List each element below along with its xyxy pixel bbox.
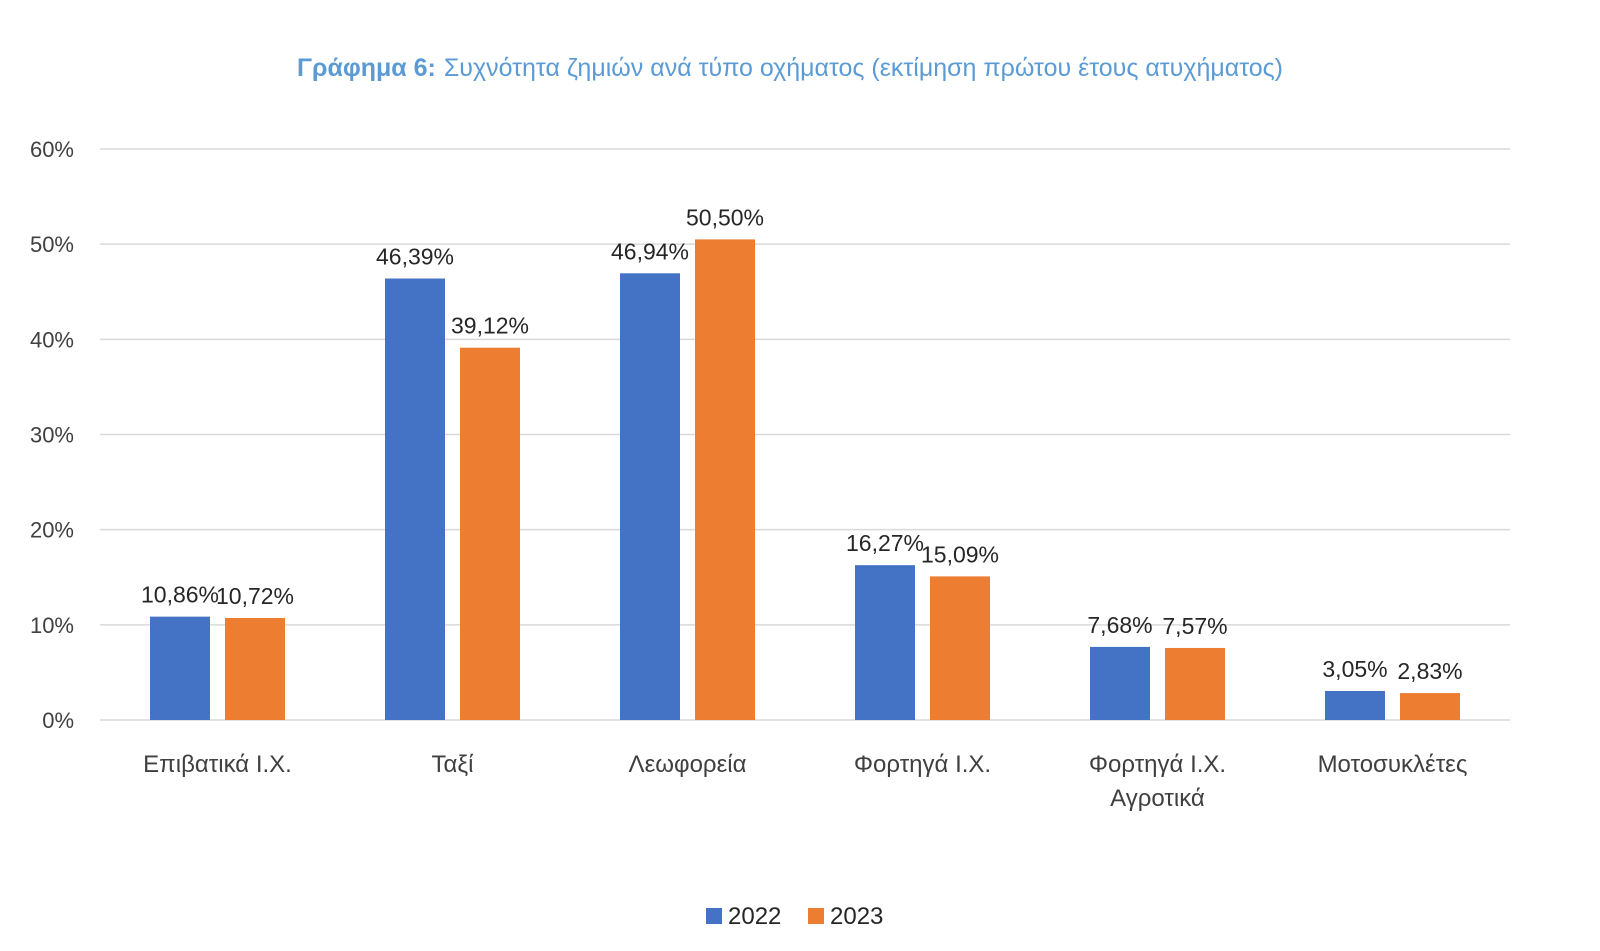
- data-label-2023-3: 15,09%: [921, 541, 999, 567]
- bar-2022-2: [620, 273, 680, 720]
- category-label: Φορτηγά Ι.Χ.: [854, 751, 991, 778]
- data-label-2023-4: 7,57%: [1162, 613, 1227, 639]
- bar-2023-1: [460, 347, 520, 720]
- category-label: Μοτοσυκλέτες: [1318, 751, 1468, 778]
- y-tick-label: 30%: [30, 423, 74, 448]
- y-tick-label: 20%: [30, 518, 74, 543]
- bar-2022-1: [385, 278, 445, 720]
- chart-title-text: Συχνότητα ζημιών ανά τύπο οχήματος (εκτί…: [444, 54, 1283, 82]
- data-label-2023-1: 39,12%: [451, 313, 529, 339]
- bar-2023-2: [695, 239, 755, 721]
- legend-label-2022: 2022: [728, 903, 781, 930]
- data-label-2022-2: 46,94%: [611, 238, 689, 264]
- bar-2023-4: [1165, 647, 1225, 720]
- bars: [150, 239, 1460, 721]
- bar-2023-3: [930, 576, 990, 720]
- category-label: Λεωφορεία: [629, 751, 747, 778]
- data-label-2022-0: 10,86%: [141, 582, 219, 608]
- data-label-2022-4: 7,68%: [1087, 612, 1152, 638]
- data-label-2022-3: 16,27%: [846, 530, 924, 556]
- category-label: Επιβατικά Ι.Χ.: [143, 751, 292, 778]
- chart-title-prefix: Γράφημα 6:: [297, 54, 436, 82]
- bar-2022-4: [1090, 646, 1150, 720]
- chart-title: Γράφημα 6: Συχνότητα ζημιών ανά τύπο οχήμ…: [297, 54, 1283, 82]
- data-label-2023-0: 10,72%: [216, 583, 294, 609]
- bar-2023-0: [225, 617, 285, 720]
- bar-2022-3: [855, 565, 915, 720]
- legend-swatch-2022: [706, 908, 722, 924]
- bar-2023-5: [1400, 693, 1460, 720]
- y-tick-label: 50%: [30, 232, 74, 257]
- data-label-2023-5: 2,83%: [1397, 658, 1462, 684]
- data-labels: 10,86%10,72% 46,39% 39,12% 46,94% 50,50% 16,2…: [141, 204, 1463, 684]
- category-label: Αγροτικά: [1110, 785, 1205, 812]
- data-label-2022-5: 3,05%: [1322, 656, 1387, 682]
- data-label-2023-2: 50,50%: [686, 204, 764, 230]
- x-axis-category-labels: Επιβατικά Ι.Χ. Ταξί Λεωφορεία Φορτηγά Ι.Χ. Φ…: [143, 751, 1467, 812]
- y-tick-label: 0%: [42, 708, 74, 733]
- data-label-2022-1: 46,39%: [376, 244, 454, 270]
- legend-label-2023: 2023: [830, 903, 883, 930]
- y-axis-tick-labels: 0% 10% 20% 30% 40% 50% 60%: [30, 137, 74, 733]
- legend-swatch-2023: [808, 908, 824, 924]
- bar-2022-0: [150, 616, 210, 720]
- bar-2022-5: [1325, 690, 1385, 720]
- legend: 2022 2023: [706, 903, 883, 930]
- category-label: Φορτηγά Ι.Χ.: [1089, 751, 1226, 778]
- category-label: Ταξί: [432, 751, 475, 778]
- y-tick-label: 10%: [30, 613, 74, 638]
- gridlines: [100, 148, 1510, 721]
- y-tick-label: 60%: [30, 137, 74, 162]
- y-tick-label: 40%: [30, 327, 74, 352]
